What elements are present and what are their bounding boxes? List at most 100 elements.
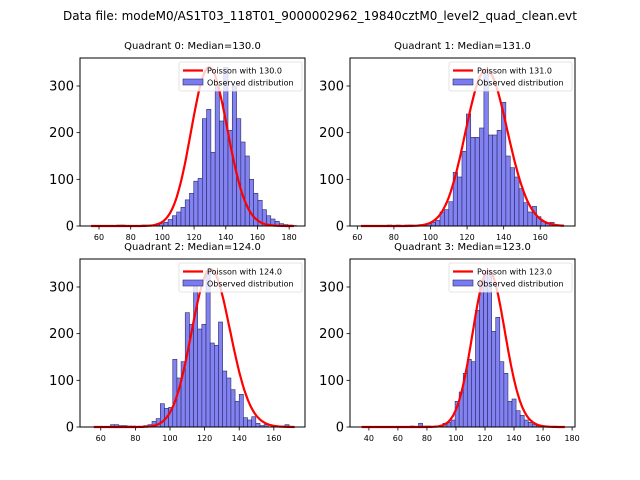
plot-title: Quadrant 3: Median=123.0	[394, 242, 531, 253]
legend-label-poisson: Poisson with 130.0	[207, 67, 282, 76]
histogram-bar	[214, 345, 219, 428]
x-tick-label: 160	[535, 434, 550, 443]
histogram-bar	[206, 109, 212, 227]
histogram-bar	[450, 419, 456, 428]
x-tick-label: 180	[282, 233, 297, 242]
histogram-bar	[519, 415, 525, 428]
histogram-bar	[461, 151, 467, 227]
y-tick-label: 100	[319, 173, 344, 188]
y-tick-label: 200	[49, 126, 74, 141]
legend-label-poisson: Poisson with 123.0	[477, 268, 552, 277]
histogram-bar	[457, 176, 463, 227]
x-tick-label: 120	[186, 233, 201, 242]
x-tick-label: 80	[126, 233, 136, 242]
histogram-bar	[184, 199, 190, 227]
histogram-bar	[466, 359, 472, 428]
legend-bar-swatch	[182, 78, 204, 86]
histogram-bar	[218, 321, 223, 428]
plot-title: Quadrant 0: Median=130.0	[124, 41, 261, 52]
histogram-bar	[496, 130, 502, 227]
histogram-bar	[184, 312, 190, 428]
histogram-bar	[249, 179, 254, 227]
y-tick-label: 200	[49, 327, 74, 342]
plot-title: Quadrant 2: Median=124.0	[124, 242, 261, 253]
axes-frame	[349, 57, 576, 227]
y-tick-label: 0	[336, 421, 344, 436]
histogram-bar	[205, 270, 211, 428]
legend-label-observed: Observed distribution	[477, 280, 564, 289]
figure-suptitle: Data file: modeM0/AS1T03_118T01_90000029…	[63, 9, 577, 23]
legend-box	[448, 262, 573, 293]
y-tick-label: 100	[49, 374, 74, 389]
x-tick-label: 60	[393, 434, 403, 443]
x-tick-label: 120	[459, 233, 474, 242]
histogram-bar	[240, 141, 246, 227]
histogram-bar	[511, 398, 517, 428]
y-tick-label: 100	[49, 173, 74, 188]
histogram-bar	[474, 137, 480, 227]
histogram-bar	[475, 310, 480, 428]
y-tick-label: 0	[336, 220, 344, 235]
legend-label-observed: Observed distribution	[477, 79, 564, 88]
histogram-bar	[471, 361, 476, 428]
x-tick-label: 140	[496, 233, 511, 242]
quadrant-1-plot: Quadrant 1: Median=131.0 0 100 200 300 60 80 10…	[319, 41, 576, 242]
quadrant-3-plot: Quadrant 3: Median=123.0 0 100 200 300 40 60 80…	[319, 242, 580, 443]
x-tick-label: 120	[197, 434, 212, 443]
histogram-bar	[214, 86, 220, 227]
histogram-bar	[491, 331, 497, 428]
histogram-bar	[226, 377, 232, 428]
histogram-bar	[255, 422, 261, 428]
y-tick-label: 300	[49, 281, 74, 296]
histogram-bar	[197, 328, 203, 428]
x-tick-label: 60	[94, 233, 104, 242]
histogram-bar	[527, 422, 533, 428]
histogram-bar	[527, 211, 533, 227]
histogram-bar	[523, 202, 529, 227]
histogram-bar	[219, 120, 225, 227]
x-tick-label: 160	[250, 233, 265, 242]
histogram-bar	[514, 176, 520, 227]
quadrant-2-plot: Quadrant 2: Median=124.0 0 100 200 300 60 80 10…	[49, 242, 306, 443]
x-tick-label: 120	[477, 434, 492, 443]
histogram-bar	[492, 134, 498, 227]
legend-bar-swatch	[452, 279, 474, 287]
histogram-bar	[509, 167, 515, 227]
histogram-bar	[222, 370, 228, 428]
histogram-bar	[202, 118, 207, 227]
legend-label-poisson: Poisson with 124.0	[207, 268, 282, 277]
y-tick-label: 0	[66, 220, 74, 235]
histogram-bar	[479, 279, 484, 428]
histogram-bar	[210, 151, 216, 227]
histogram-bar	[243, 417, 248, 428]
y-tick-label: 200	[319, 126, 344, 141]
histogram-bar	[251, 416, 257, 428]
histogram-bar	[230, 389, 236, 428]
x-tick-label: 100	[423, 233, 438, 242]
x-tick-label: 100	[448, 434, 463, 443]
x-tick-label: 160	[266, 434, 281, 443]
x-tick-label: 140	[218, 233, 233, 242]
legend-bar-swatch	[182, 279, 204, 287]
histogram-bar	[180, 207, 186, 227]
histogram-bar	[172, 359, 178, 428]
x-tick-label: 180	[564, 434, 579, 443]
x-tick-label: 80	[422, 434, 432, 443]
legend-bar-swatch	[452, 78, 474, 86]
y-tick-label: 300	[49, 80, 74, 95]
histogram-bar	[505, 155, 511, 227]
x-tick-label: 100	[155, 233, 170, 242]
quadrant-0-plot: Quadrant 0: Median=130.0 0 100 200 300 60 80 10…	[49, 41, 306, 242]
histogram-bar	[523, 419, 529, 428]
legend-box	[178, 262, 303, 293]
histogram-bar	[176, 211, 182, 227]
x-tick-label: 60	[96, 434, 106, 443]
histogram-bar	[201, 324, 207, 428]
legend-label-observed: Observed distribution	[207, 280, 294, 289]
histogram-bar	[483, 272, 488, 428]
histogram-bar	[238, 394, 244, 428]
histogram-bar	[448, 201, 454, 227]
x-tick-label: 80	[389, 233, 399, 242]
y-tick-label: 100	[319, 374, 344, 389]
